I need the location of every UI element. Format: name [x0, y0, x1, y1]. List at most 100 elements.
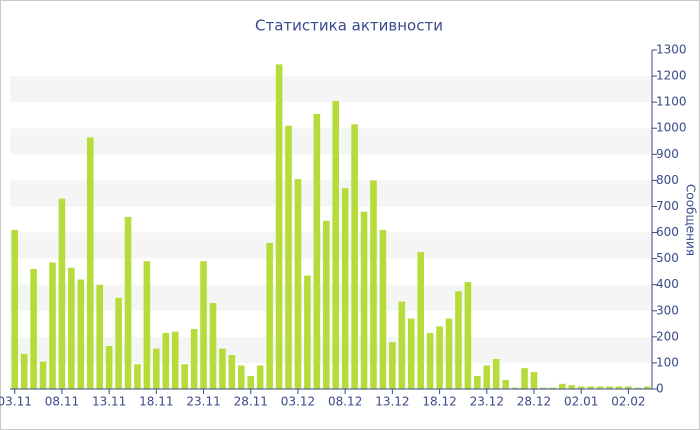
- y-tick-label: 300: [656, 303, 679, 317]
- y-tick-label: 800: [656, 173, 679, 187]
- bar: [39, 361, 47, 389]
- grid-band: [10, 232, 652, 259]
- y-tick-label: 400: [656, 277, 679, 291]
- y-tick-label: 700: [656, 199, 679, 213]
- bar: [134, 364, 141, 389]
- x-tick-label: 03.12: [281, 395, 315, 409]
- bar: [96, 284, 103, 389]
- x-tick-label: 13.12: [375, 395, 409, 409]
- bar: [332, 100, 340, 389]
- bar: [219, 348, 226, 389]
- bar: [256, 365, 264, 389]
- grid-band: [10, 284, 652, 311]
- bar: [153, 348, 160, 389]
- bar: [577, 386, 585, 389]
- bar: [407, 318, 415, 389]
- bar: [370, 180, 377, 389]
- bar: [200, 261, 207, 389]
- y-tick-label: 1100: [656, 95, 687, 109]
- bar: [360, 211, 368, 389]
- bar: [389, 342, 396, 389]
- y-axis-title: Сообщения: [684, 184, 698, 256]
- bar: [209, 302, 217, 389]
- bar: [540, 387, 547, 389]
- y-tick-label: 1000: [656, 121, 687, 135]
- y-tick-label: 500: [656, 251, 679, 265]
- y-tick-label: 0: [656, 382, 664, 396]
- bar: [351, 124, 358, 390]
- bar: [559, 383, 566, 389]
- x-tick-label: 03.11: [0, 395, 32, 409]
- y-tick-label: 1200: [656, 69, 687, 83]
- bar: [398, 301, 406, 389]
- y-tick-label: 100: [656, 355, 679, 369]
- bar: [587, 386, 594, 389]
- bar: [162, 332, 170, 389]
- y-tick-label: 1300: [656, 43, 687, 57]
- y-tick-label: 600: [656, 225, 679, 239]
- bar: [124, 216, 132, 389]
- bar: [49, 262, 56, 389]
- x-tick-label: 02.01: [564, 395, 598, 409]
- x-tick-label: 18.12: [422, 395, 456, 409]
- grid-band: [10, 128, 652, 155]
- chart-title: Статистика активности: [255, 17, 443, 35]
- bar: [304, 275, 311, 389]
- x-tick-label: 02.02: [611, 395, 645, 409]
- x-tick-label: 08.11: [45, 395, 79, 409]
- bar: [521, 368, 528, 389]
- bar: [247, 375, 255, 389]
- bar: [436, 326, 443, 389]
- bar: [266, 242, 273, 389]
- bar: [426, 332, 434, 389]
- bar: [417, 252, 424, 389]
- bar: [68, 267, 75, 389]
- bar: [511, 387, 519, 389]
- bar: [275, 64, 283, 389]
- bar: [455, 291, 462, 389]
- bar: [313, 113, 321, 389]
- grid-band: [10, 76, 652, 103]
- bar: [190, 329, 198, 389]
- x-tick-label: 18.11: [139, 395, 173, 409]
- bar: [238, 365, 245, 389]
- bar: [228, 355, 236, 389]
- x-tick-label: 13.11: [92, 395, 126, 409]
- bar: [549, 387, 557, 389]
- bar: [530, 372, 538, 389]
- bar: [502, 379, 509, 389]
- bar: [568, 385, 576, 389]
- bar: [379, 229, 387, 389]
- y-tick-label: 200: [656, 329, 679, 343]
- bar: [615, 386, 623, 389]
- bar: [474, 375, 481, 389]
- x-tick-label: 23.12: [470, 395, 504, 409]
- bar: [483, 365, 491, 389]
- bar: [285, 125, 292, 389]
- bar: [58, 198, 66, 389]
- bar: [464, 282, 472, 389]
- bar: [596, 386, 604, 389]
- bar: [606, 386, 613, 389]
- bar: [143, 261, 151, 389]
- bar: [181, 364, 188, 389]
- bar: [445, 318, 453, 389]
- bar: [625, 386, 632, 389]
- bar: [30, 269, 37, 389]
- bar: [634, 387, 642, 389]
- x-tick-label: 23.11: [186, 395, 220, 409]
- bar: [643, 386, 651, 389]
- bar: [77, 279, 85, 389]
- bar: [294, 179, 302, 389]
- bar: [171, 331, 179, 389]
- bar: [115, 297, 122, 389]
- bar: [11, 229, 19, 389]
- bar: [341, 188, 349, 389]
- x-tick-label: 28.12: [517, 395, 551, 409]
- bar: [322, 220, 330, 389]
- x-tick-label: 08.12: [328, 395, 362, 409]
- bar: [86, 137, 94, 389]
- x-tick-label: 28.11: [234, 395, 268, 409]
- bar: [105, 345, 113, 389]
